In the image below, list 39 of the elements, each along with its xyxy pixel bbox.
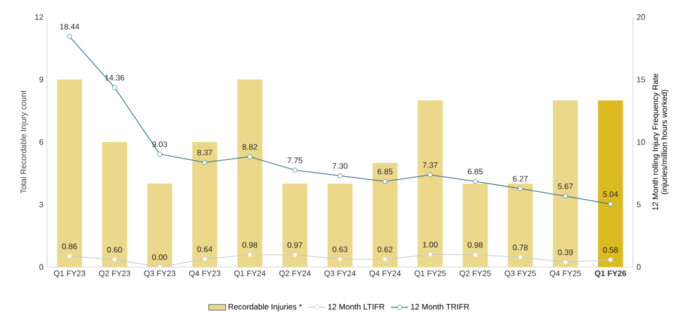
point (202, 160, 208, 165)
point (338, 256, 342, 262)
bar (192, 142, 218, 267)
bar (282, 184, 308, 267)
point (157, 152, 162, 157)
point (472, 178, 478, 184)
point (157, 264, 162, 270)
point (292, 168, 298, 173)
bar (147, 184, 172, 267)
point (202, 256, 208, 262)
point (338, 173, 342, 178)
point (67, 254, 72, 259)
bar (552, 100, 578, 267)
point (247, 154, 252, 160)
bar (57, 79, 82, 267)
point (608, 202, 613, 206)
bar (237, 79, 262, 267)
point (428, 252, 433, 257)
point (112, 257, 118, 262)
point (518, 254, 523, 260)
bar (328, 184, 353, 267)
point (608, 257, 613, 262)
point (67, 34, 72, 39)
point (292, 252, 298, 258)
bar (418, 100, 443, 267)
point (382, 178, 388, 184)
point (382, 256, 388, 262)
bar (508, 184, 533, 267)
point (518, 186, 523, 192)
point (428, 172, 433, 178)
point (247, 252, 252, 258)
point (472, 252, 478, 258)
bar (372, 162, 398, 267)
bar (462, 184, 488, 267)
bar (102, 142, 128, 267)
point (112, 85, 118, 90)
point (562, 194, 568, 199)
bar (598, 100, 623, 267)
point (562, 260, 568, 265)
